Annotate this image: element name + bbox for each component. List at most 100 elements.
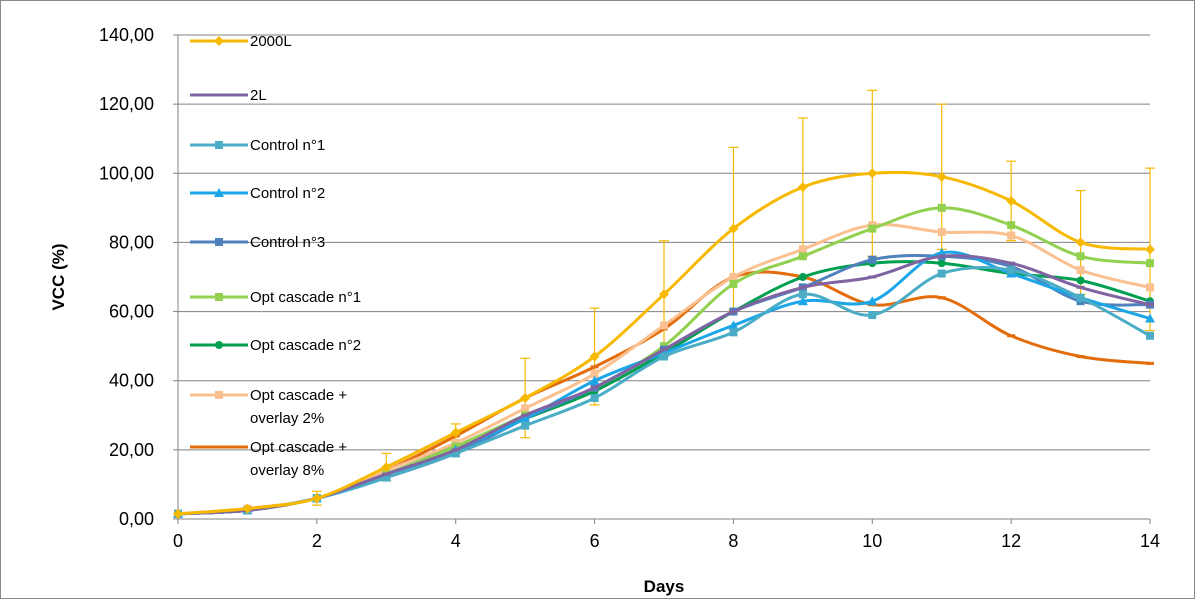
data-point — [798, 252, 807, 261]
legend-label: overlay 2% — [250, 410, 324, 427]
y-axis-title: VCC (%) — [49, 243, 68, 310]
legend-label: overlay 8% — [250, 462, 324, 479]
data-point — [868, 255, 877, 264]
legend-marker — [215, 293, 223, 301]
y-tick-label: 120,00 — [99, 94, 154, 114]
data-point — [1007, 266, 1016, 275]
data-point — [867, 296, 878, 306]
legend-marker — [214, 188, 224, 197]
x-tick-label: 8 — [728, 531, 738, 551]
data-point — [936, 171, 947, 182]
data-point — [1076, 355, 1085, 359]
data-point — [937, 259, 946, 268]
legend-marker — [215, 238, 223, 246]
legend-marker — [215, 141, 223, 149]
series-2000l — [173, 168, 1155, 519]
data-point — [1146, 331, 1154, 340]
legend-label: Opt cascade n°2 — [250, 337, 361, 354]
data-point — [798, 285, 807, 289]
data-point — [1007, 261, 1016, 265]
legend-marker — [215, 391, 223, 399]
data-point — [729, 273, 738, 281]
data-point — [1007, 231, 1016, 240]
data-point — [1076, 285, 1085, 289]
data-point — [1076, 293, 1085, 302]
data-point — [797, 296, 808, 306]
data-point — [729, 310, 738, 314]
data-point — [798, 273, 807, 281]
y-tick-label: 80,00 — [109, 232, 154, 252]
y-tick-label: 40,00 — [109, 371, 154, 391]
data-point — [660, 352, 668, 361]
data-point — [1146, 259, 1154, 268]
legend: 2000L 2L Control n°1 Control n°2 Control n°3… — [190, 33, 361, 479]
data-point — [1007, 221, 1016, 230]
legend-marker — [215, 93, 223, 97]
data-point — [520, 413, 531, 423]
data-point — [1146, 283, 1154, 292]
data-point — [382, 473, 391, 482]
x-tick-label: 6 — [590, 531, 600, 551]
data-point — [521, 404, 530, 413]
data-point — [1145, 244, 1155, 255]
data-point — [590, 369, 599, 378]
legend-marker — [215, 341, 223, 349]
data-point — [937, 203, 946, 212]
legend-item: Opt cascade n°2 — [190, 337, 361, 354]
data-point — [521, 413, 530, 417]
data-point — [1076, 276, 1085, 285]
data-point — [451, 449, 460, 458]
data-point — [173, 508, 183, 519]
x-tick-label: 4 — [451, 531, 461, 551]
data-point — [660, 321, 668, 330]
data-point — [867, 168, 878, 179]
legend-label: Control n°1 — [250, 137, 325, 154]
y-tick-label: 60,00 — [109, 302, 154, 322]
data-point — [1006, 195, 1017, 206]
legend-item: 2L — [190, 87, 267, 104]
data-point — [728, 320, 739, 330]
axes: 0,00 20,00 40,00 60,00 80,00 100,00 120,00 140,… — [99, 25, 1160, 551]
legend-item: Opt cascade n°1 — [190, 289, 361, 306]
data-point — [589, 351, 600, 362]
data-point — [1145, 313, 1155, 323]
legend-item: Control n°2 — [190, 185, 325, 202]
legend-label: Opt cascade + — [250, 387, 347, 404]
legend-item: Opt cascade + overlay 2% — [190, 387, 347, 427]
data-point — [1076, 252, 1085, 261]
y-tick-label: 20,00 — [109, 440, 154, 460]
legend-label: Control n°2 — [250, 185, 325, 202]
x-tick-label: 2 — [312, 531, 322, 551]
x-tick-label: 0 — [173, 531, 183, 551]
data-point — [1146, 361, 1154, 365]
legend-marker — [215, 445, 223, 449]
legend-item: 2000L — [190, 33, 292, 50]
x-axis-title: Days — [644, 577, 685, 596]
data-point — [937, 269, 946, 278]
legend-label: Control n°3 — [250, 234, 325, 251]
data-point — [450, 427, 461, 438]
data-point — [589, 375, 600, 385]
data-point — [311, 493, 322, 504]
data-point — [729, 328, 738, 337]
data-point — [868, 275, 877, 279]
legend-label: 2L — [250, 87, 267, 104]
data-point — [1076, 266, 1085, 275]
legend-item: Opt cascade + overlay 8% — [190, 439, 347, 479]
legend-marker — [214, 36, 224, 46]
data-point — [659, 289, 669, 300]
legend-label: Opt cascade + — [250, 439, 347, 456]
data-point — [798, 290, 807, 299]
data-point — [660, 348, 668, 352]
data-point — [520, 393, 531, 403]
y-tick-label: 0,00 — [119, 509, 154, 529]
data-point — [937, 254, 946, 258]
data-point — [798, 245, 807, 254]
y-tick-label: 140,00 — [99, 25, 154, 45]
data-point — [1007, 334, 1016, 338]
data-point — [1146, 303, 1154, 307]
legend-label: 2000L — [250, 33, 292, 50]
data-point — [868, 311, 877, 320]
